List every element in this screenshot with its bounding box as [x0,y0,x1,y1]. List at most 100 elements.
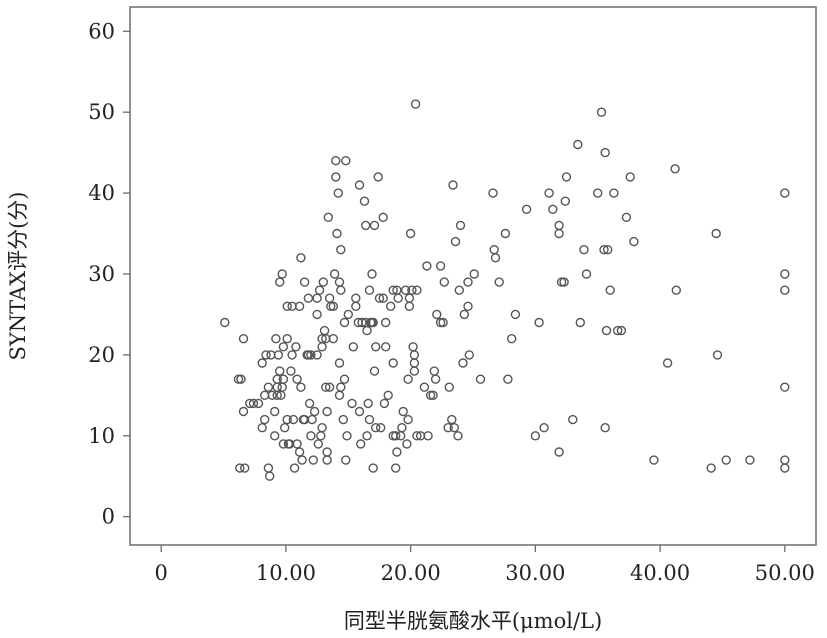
data-point [362,431,372,441]
data-point [282,334,292,344]
data-point [386,301,396,311]
data-point [318,277,328,287]
data-point [488,188,498,198]
data-point [745,455,755,465]
data-point [253,398,264,409]
y-axis-title: SYNTAX评分(分) [6,192,30,361]
data-point [286,366,296,376]
data-point [503,374,513,384]
data-point [396,431,406,441]
data-point [534,317,544,328]
data-point [435,261,446,271]
data-point [292,374,302,384]
data-point [443,423,453,433]
data-point [568,414,578,425]
data-point [579,244,589,255]
data-point [287,350,297,360]
data-point [403,414,413,425]
data-point [336,382,346,392]
data-point [261,350,271,360]
data-point [494,277,504,287]
data-point [412,285,422,295]
data-point [277,269,287,279]
data-point [444,382,454,392]
data-point [409,350,420,360]
data-point [341,455,351,465]
data-point [248,398,259,409]
data-point [404,301,415,311]
data-point [621,212,632,223]
data-point [324,382,335,392]
data-point [780,463,790,473]
data-point [278,374,289,384]
data-point [402,439,412,449]
data-point [323,212,333,223]
data-point [331,155,341,166]
data-point [356,439,366,449]
data-point [521,204,532,215]
data-point [430,374,441,384]
data-point [601,325,612,336]
data-point [334,358,345,368]
data-point [469,269,479,279]
data-point [363,398,373,409]
data-point [257,358,267,368]
data-point [364,414,375,425]
data-point [326,301,336,311]
data-point [266,350,276,360]
data-point [435,317,446,328]
data-point [388,285,398,295]
data-point [398,406,408,417]
data-point [334,277,345,287]
data-point [593,188,603,198]
data-point [556,277,567,287]
data-point [408,342,418,352]
data-point [475,374,486,384]
data-point [282,414,292,425]
data-point [490,253,501,263]
data-point [273,350,284,360]
y-tick-label: 40 [88,181,115,205]
data-point [296,382,306,392]
data-point [322,406,332,417]
data-point [263,382,274,392]
data-point [388,358,398,368]
data-point [342,431,352,441]
data-point [429,366,439,376]
data-point [381,317,391,328]
data-point [343,309,353,320]
data-point [780,285,790,295]
data-point [428,390,438,400]
data-point [339,317,350,328]
data-point [554,447,564,457]
data-point [308,455,318,465]
data-point [362,325,372,336]
data-point [294,447,305,457]
data-point [459,309,469,320]
data-point [329,269,340,279]
data-point [339,374,350,384]
data-point [347,398,357,409]
data-point [410,99,421,109]
data-point [711,228,721,239]
data-point [439,277,449,287]
data-point [379,398,390,409]
data-point [354,180,365,190]
data-point [393,293,403,303]
data-point [539,423,549,433]
data-point [239,463,250,473]
data-point [603,244,613,255]
data-point [671,285,681,295]
data-point [304,398,315,409]
data-point [448,180,458,190]
data-point [272,390,282,400]
data-point [581,269,592,279]
y-tick-label: 30 [88,262,115,286]
data-point [306,431,316,441]
data-point [780,455,790,465]
data-point [419,382,430,392]
data-point [278,439,289,449]
x-tick-label: 50.00 [755,561,815,585]
data-point [364,285,375,295]
data-point [314,285,325,295]
